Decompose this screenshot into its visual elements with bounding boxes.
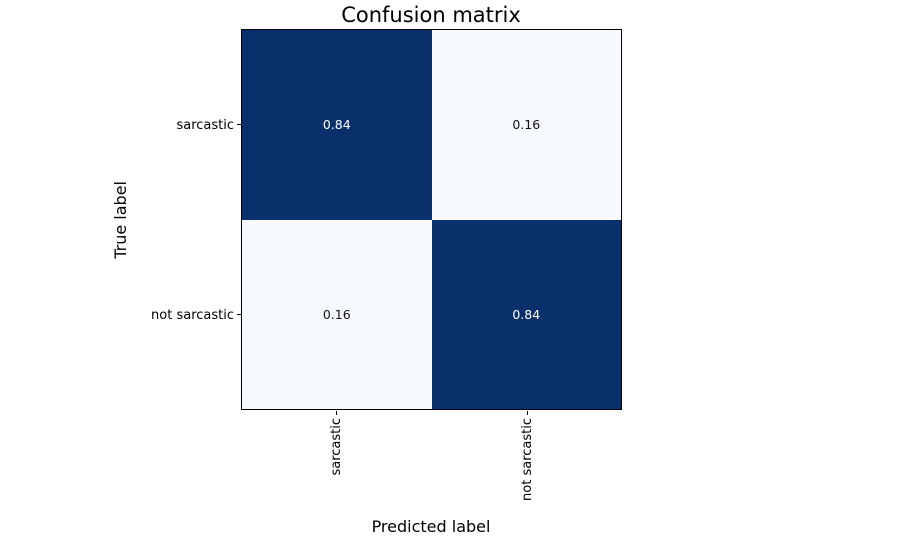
heatmap-cell-true-sarcastic-pred-sarcastic: 0.84 bbox=[242, 30, 432, 220]
heatmap-cell-true-not-sarcastic-pred-sarcastic: 0.16 bbox=[242, 219, 432, 409]
cell-value: 0.84 bbox=[322, 117, 351, 133]
heatmap-cell-true-not-sarcastic-pred-not-sarcastic: 0.84 bbox=[431, 219, 621, 409]
chart-title-text: Confusion matrix bbox=[341, 3, 521, 27]
cell-value: 0.84 bbox=[512, 306, 541, 322]
y-tick-mark bbox=[237, 124, 241, 125]
y-tick-mark bbox=[237, 314, 241, 315]
heatmap-cell-true-sarcastic-pred-not-sarcastic: 0.16 bbox=[431, 30, 621, 220]
x-tick-mark bbox=[527, 411, 528, 415]
x-tick-mark bbox=[336, 411, 337, 415]
heatmap-plot-area: 0.84 0.16 0.16 0.84 bbox=[241, 29, 622, 410]
cell-value: 0.16 bbox=[322, 306, 351, 322]
cell-value: 0.16 bbox=[512, 117, 541, 133]
